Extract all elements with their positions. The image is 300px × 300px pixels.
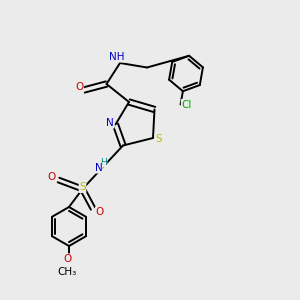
Text: N: N xyxy=(106,118,114,128)
Text: O: O xyxy=(48,172,56,182)
Text: CH₃: CH₃ xyxy=(58,267,77,277)
Text: N: N xyxy=(94,163,102,173)
Text: NH: NH xyxy=(109,52,125,62)
Text: O: O xyxy=(95,207,104,217)
Text: S: S xyxy=(79,182,86,193)
Text: O: O xyxy=(63,254,72,264)
Text: H: H xyxy=(100,158,107,167)
Text: O: O xyxy=(75,82,84,92)
Text: S: S xyxy=(155,134,162,145)
Text: Cl: Cl xyxy=(181,100,192,110)
